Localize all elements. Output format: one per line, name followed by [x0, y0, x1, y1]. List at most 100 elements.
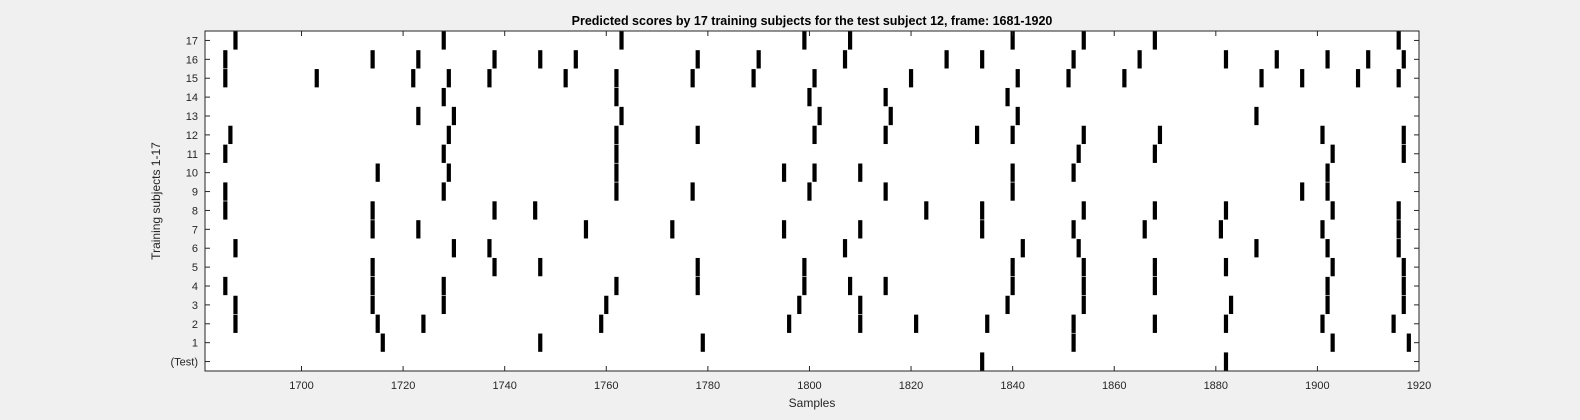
data-marker — [842, 239, 848, 258]
data-marker — [1406, 333, 1411, 352]
data-marker — [1259, 69, 1264, 88]
data-marker — [614, 182, 619, 201]
data-marker — [1015, 106, 1020, 126]
data-marker — [756, 50, 761, 69]
data-marker — [1010, 276, 1015, 296]
data-marker — [944, 50, 949, 69]
data-marker — [1325, 239, 1330, 258]
data-marker — [441, 276, 446, 296]
data-marker — [847, 31, 853, 50]
data-marker — [817, 106, 822, 126]
y-tick-label: 15 — [186, 73, 198, 85]
data-marker — [441, 87, 446, 107]
data-marker — [563, 69, 568, 88]
data-marker — [1071, 333, 1076, 352]
data-marker — [1325, 182, 1330, 201]
data-marker — [223, 201, 228, 220]
data-marker — [538, 257, 543, 277]
data-marker — [614, 276, 619, 296]
data-marker — [1152, 276, 1157, 296]
data-marker — [883, 276, 888, 296]
data-marker — [538, 333, 543, 352]
data-marker — [858, 163, 863, 182]
data-marker — [416, 220, 421, 239]
data-marker — [980, 201, 985, 220]
data-marker — [314, 69, 319, 88]
data-marker — [492, 50, 497, 69]
data-marker — [812, 125, 817, 145]
data-marker — [700, 333, 705, 352]
data-marker — [751, 69, 756, 88]
data-marker — [1081, 201, 1086, 220]
data-marker — [1005, 87, 1010, 107]
data-marker — [1396, 239, 1401, 258]
data-marker — [441, 31, 446, 50]
x-tick-label: 1700 — [289, 380, 313, 392]
data-marker — [1081, 31, 1086, 50]
data-marker — [614, 125, 619, 145]
y-tick-label: 3 — [192, 300, 198, 312]
data-marker — [781, 163, 787, 182]
data-marker — [1071, 220, 1076, 239]
data-marker — [1391, 314, 1396, 333]
data-marker — [1005, 295, 1010, 315]
data-markers — [223, 31, 1411, 371]
data-marker — [690, 69, 695, 88]
data-marker — [781, 220, 787, 239]
data-marker — [670, 220, 675, 239]
data-marker — [375, 163, 380, 182]
data-marker — [1152, 314, 1157, 333]
data-marker — [614, 163, 619, 182]
y-tick-label: 5 — [192, 262, 198, 274]
data-marker — [446, 69, 451, 88]
data-marker — [695, 50, 700, 69]
y-tick-label: 1 — [192, 338, 198, 350]
data-marker — [1157, 125, 1163, 145]
data-marker — [695, 125, 700, 145]
data-marker — [1010, 163, 1015, 182]
data-marker — [441, 295, 446, 315]
data-marker — [924, 201, 929, 220]
data-marker — [980, 352, 985, 371]
data-marker — [1223, 201, 1229, 220]
data-marker — [421, 314, 426, 333]
data-marker — [370, 257, 375, 277]
x-tick-label: 1860 — [1102, 380, 1126, 392]
data-marker — [812, 69, 817, 88]
y-tick-label: 17 — [186, 35, 198, 47]
data-marker — [883, 182, 888, 201]
chart-title: Predicted scores by 17 training subjects… — [572, 14, 1053, 28]
data-marker — [802, 276, 807, 296]
data-marker — [233, 314, 238, 333]
data-marker — [1015, 69, 1020, 88]
data-marker — [370, 220, 375, 239]
data-marker — [223, 182, 228, 201]
y-tick-label: 8 — [192, 205, 198, 217]
data-marker — [416, 106, 421, 126]
data-marker — [1401, 295, 1406, 315]
x-axis-label: Samples — [789, 396, 836, 410]
data-marker — [842, 50, 848, 69]
data-marker — [807, 182, 812, 201]
data-marker — [802, 257, 807, 277]
data-marker — [1325, 276, 1330, 296]
data-marker — [619, 106, 624, 126]
data-marker — [1218, 220, 1223, 239]
x-tick-label: 1760 — [594, 380, 618, 392]
y-tick-label: 9 — [192, 187, 198, 199]
data-marker — [797, 295, 802, 315]
plot-area — [205, 31, 1419, 371]
data-marker — [695, 276, 700, 296]
data-marker — [1396, 201, 1401, 220]
y-tick-label: 11 — [187, 149, 198, 161]
data-marker — [1401, 257, 1406, 277]
data-marker — [787, 314, 792, 333]
data-marker — [370, 276, 375, 296]
y-tick-label: 7 — [192, 224, 198, 236]
data-marker — [812, 163, 817, 182]
data-marker — [858, 314, 863, 333]
data-marker — [228, 125, 233, 145]
data-marker — [1366, 50, 1371, 69]
data-marker — [614, 144, 619, 163]
